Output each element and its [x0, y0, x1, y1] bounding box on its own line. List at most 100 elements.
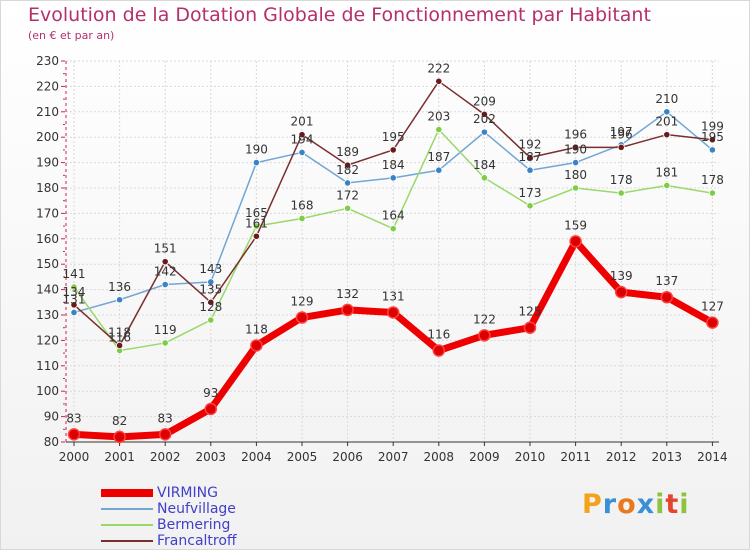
data-label-francaltroff: 195 [382, 130, 405, 144]
data-label-neufvillage: 202 [473, 112, 496, 126]
legend-label: Francaltroff [157, 533, 237, 549]
data-point-virming [113, 430, 126, 444]
data-label-virming: 131 [382, 289, 405, 303]
logo-letter: x [636, 489, 656, 520]
y-tick-label: 100 [36, 384, 59, 398]
data-label-virming: 122 [473, 312, 496, 326]
data-label-neufvillage: 136 [108, 280, 131, 294]
data-point-francaltroff [526, 153, 534, 162]
grid-lines [66, 60, 719, 443]
data-label-francaltroff: 118 [108, 325, 131, 339]
x-tick-label: 2003 [196, 450, 227, 464]
data-label-virming: 137 [655, 274, 678, 288]
data-label-virming: 83 [66, 411, 81, 425]
data-label-francaltroff: 134 [63, 285, 86, 299]
data-point-neufvillage [663, 108, 671, 116]
logo-letter: i [679, 489, 690, 520]
x-tick-label: 2006 [332, 450, 363, 464]
data-label-francaltroff: 196 [564, 127, 587, 141]
data-point-bermering [663, 181, 671, 190]
data-point-neufvillage [526, 166, 534, 174]
data-point-francaltroff [480, 110, 488, 118]
y-tick-label: 230 [36, 54, 59, 68]
data-point-bermering [343, 204, 352, 212]
data-label-francaltroff: 189 [336, 145, 359, 159]
axes: 80 90 100 110 120 130 140 150 160 170 180 190 200 210… [36, 54, 728, 464]
legend-swatch [101, 508, 153, 510]
data-label-neufvillage: 187 [427, 150, 450, 164]
data-point-virming [432, 344, 446, 357]
data-point-virming [250, 339, 263, 352]
data-label-virming: 132 [336, 287, 359, 301]
data-point-francaltroff [389, 146, 397, 154]
x-tick-label: 2014 [697, 450, 728, 464]
data-label-bermering: 141 [63, 267, 86, 281]
series-lines [67, 77, 719, 444]
data-point-bermering [207, 316, 215, 324]
data-point-bermering [571, 184, 580, 192]
data-label-francaltroff: 222 [427, 61, 450, 75]
data-point-francaltroff [207, 298, 215, 306]
x-tick-label: 2004 [241, 450, 272, 464]
data-label-virming: 118 [245, 322, 268, 336]
data-point-virming [660, 290, 674, 304]
x-tick-label: 2002 [150, 450, 181, 464]
legend-swatch [101, 540, 153, 542]
data-label-neufvillage: 131 [63, 292, 86, 306]
data-label-bermering: 178 [610, 173, 633, 187]
data-label-neufvillage: 187 [519, 150, 542, 164]
data-point-bermering [708, 189, 717, 197]
data-point-virming [204, 402, 218, 416]
data-label-francaltroff: 196 [610, 127, 633, 141]
data-point-neufvillage [571, 159, 580, 167]
data-label-bermering: 119 [154, 323, 177, 337]
data-label-virming: 116 [427, 328, 450, 342]
chart-subtitle: (en € et par an) [28, 29, 115, 42]
data-label-bermering: 178 [701, 173, 724, 187]
data-point-francaltroff [343, 161, 352, 169]
logo-letter: P [582, 489, 603, 520]
data-point-neufvillage [116, 296, 124, 304]
data-point-bermering [435, 125, 443, 134]
x-tick-label: 2007 [378, 450, 409, 464]
data-label-neufvillage: 210 [655, 92, 678, 106]
data-label-virming: 82 [112, 414, 127, 428]
logo-letter: o [617, 489, 637, 520]
data-label-bermering: 184 [473, 158, 496, 172]
data-point-neufvillage [161, 280, 169, 289]
data-label-francaltroff: 201 [655, 115, 678, 129]
data-point-francaltroff [298, 131, 306, 139]
data-label-neufvillage: 190 [564, 143, 587, 157]
data-point-bermering [161, 339, 169, 347]
data-label-neufvillage: 190 [245, 143, 268, 157]
data-label-bermering: 168 [291, 198, 314, 212]
data-label-bermering: 116 [108, 331, 131, 345]
data-point-neufvillage [389, 174, 397, 182]
data-point-virming [569, 235, 582, 248]
y-tick-label: 80 [44, 435, 59, 449]
data-label-bermering: 181 [655, 165, 678, 179]
data-label-bermering: 172 [336, 188, 359, 202]
legend-label: VIRMING [157, 485, 218, 501]
chart-title: Evolution de la Dotation Globale de Fonc… [28, 4, 651, 26]
x-tick-label: 2012 [606, 450, 637, 464]
data-point-francaltroff [116, 341, 124, 350]
data-label-neufvillage: 197 [610, 125, 633, 139]
data-point-virming [341, 303, 354, 317]
data-point-bermering [480, 174, 488, 182]
x-tick-label: 2013 [652, 450, 683, 464]
data-label-neufvillage: 195 [701, 130, 724, 144]
data-label-neufvillage: 184 [382, 158, 405, 172]
data-point-bermering [389, 225, 397, 233]
data-label-bermering: 128 [199, 300, 222, 314]
y-tick-label: 180 [36, 181, 59, 195]
data-point-neufvillage [708, 146, 717, 154]
y-tick-label: 90 [44, 410, 59, 424]
x-tick-label: 2008 [424, 450, 455, 464]
data-point-virming [386, 306, 400, 319]
data-label-virming: 139 [610, 269, 633, 283]
data-point-bermering [70, 283, 78, 291]
x-tick-label: 2009 [469, 450, 500, 464]
data-point-francaltroff [70, 301, 78, 309]
